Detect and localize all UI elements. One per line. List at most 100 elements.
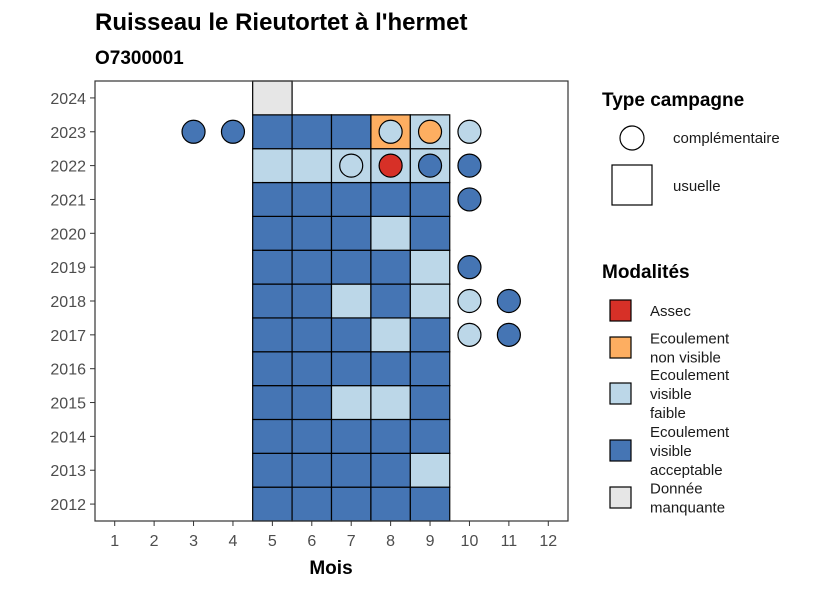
legend-swatch xyxy=(609,336,632,359)
x-tick-label: 8 xyxy=(386,533,395,550)
tile-usuelle-2012-8 xyxy=(370,486,411,522)
tile-usuelle-2018-9 xyxy=(409,283,451,319)
legend-swatch xyxy=(609,382,632,405)
tile-usuelle-2020-6 xyxy=(291,215,333,251)
tile-usuelle-2013-9 xyxy=(409,452,451,488)
legend-type-title: Type campagne xyxy=(602,90,744,111)
point-complementaire-2022-7 xyxy=(339,153,364,178)
tile-usuelle-2018-8 xyxy=(370,283,411,319)
tile-usuelle-2017-8 xyxy=(370,317,411,353)
point-complementaire-2022-10 xyxy=(457,153,482,178)
y-tick-label: 2024 xyxy=(50,91,86,108)
x-tick-label: 7 xyxy=(347,533,356,550)
chart-subtitle: O7300001 xyxy=(95,48,184,69)
legend-type-campagne: Type campagne complémentaire usuelle xyxy=(602,90,780,206)
x-tick-label: 6 xyxy=(307,533,316,550)
tile-usuelle-2015-7 xyxy=(330,385,372,421)
tile-usuelle-2015-9 xyxy=(409,385,451,421)
tile-usuelle-2016-6 xyxy=(291,351,333,387)
y-tick-label: 2014 xyxy=(50,429,86,446)
x-tick-label: 5 xyxy=(268,533,277,550)
tile-usuelle-2024-5 xyxy=(252,80,293,116)
x-tick-label: 10 xyxy=(461,533,479,550)
chart-title: Ruisseau le Rieutortet à l'hermet xyxy=(95,9,467,36)
tile-usuelle-2023-5 xyxy=(252,114,293,150)
tile-usuelle-2015-5 xyxy=(252,385,293,421)
y-tick-label: 2015 xyxy=(50,396,86,413)
tile-usuelle-2015-6 xyxy=(291,385,333,421)
legend-label: Donnée xyxy=(650,481,703,498)
tile-usuelle-2022-6 xyxy=(291,148,333,184)
tile-usuelle-2018-5 xyxy=(252,283,293,319)
x-axis: 1 2 3 4 5 6 7 8 9 10 11 12 xyxy=(110,521,557,550)
tile-usuelle-2021-5 xyxy=(252,181,293,217)
y-tick-label: 2022 xyxy=(50,159,86,176)
x-tick-label: 12 xyxy=(539,533,557,550)
legend-swatch xyxy=(609,299,632,322)
tile-usuelle-2020-9 xyxy=(409,215,451,251)
tile-usuelle-2018-7 xyxy=(330,283,372,319)
tile-usuelle-2019-9 xyxy=(409,249,451,285)
point-complementaire-2022-9 xyxy=(417,153,443,178)
tile-usuelle-2022-5 xyxy=(252,148,293,184)
tile-usuelle-2021-9 xyxy=(409,181,451,217)
y-tick-label: 2020 xyxy=(50,226,86,243)
x-tick-label: 9 xyxy=(426,533,435,550)
tile-usuelle-2014-7 xyxy=(330,418,372,454)
legend-label: visible xyxy=(650,443,692,460)
tile-usuelle-2021-7 xyxy=(330,181,372,217)
point-complementaire-2022-8 xyxy=(378,153,403,178)
y-tick-label: 2013 xyxy=(50,463,86,480)
y-tick-label: 2018 xyxy=(50,294,86,311)
tile-usuelle-2020-5 xyxy=(252,215,293,251)
y-axis: 2012 2013 2014 2015 2016 2017 2018 2019 2020 2021… xyxy=(50,91,95,514)
tile-usuelle-2023-7 xyxy=(330,114,372,150)
x-axis-title: Mois xyxy=(309,558,352,579)
point-complementaire-2019-10 xyxy=(457,255,482,280)
y-tick-label: 2023 xyxy=(50,125,86,142)
x-tick-label: 3 xyxy=(189,533,198,550)
legend-label: Ecoulement xyxy=(650,424,730,441)
tile-usuelle-2020-7 xyxy=(330,215,372,251)
legend-square-swatch xyxy=(611,164,653,206)
tile-usuelle-2014-8 xyxy=(370,418,411,454)
tile-usuelle-2013-5 xyxy=(252,452,293,488)
tile-usuelle-2016-8 xyxy=(370,351,411,387)
plot-area xyxy=(94,80,569,522)
legend-label: acceptable xyxy=(650,462,723,479)
tile-usuelle-2017-9 xyxy=(409,317,451,353)
tile-usuelle-2021-8 xyxy=(370,181,411,217)
point-complementaire-2023-9 xyxy=(417,119,443,144)
legend-label: Ecoulement xyxy=(650,331,730,348)
y-tick-label: 2017 xyxy=(50,328,86,345)
legend-label: visible xyxy=(650,386,692,403)
point-complementaire-2023-10 xyxy=(457,119,482,144)
legend-modalites-title: Modalités xyxy=(602,262,690,283)
point-complementaire-2017-11 xyxy=(496,322,521,347)
tile-usuelle-2013-7 xyxy=(330,452,372,488)
legend-type-label-usuelle: usuelle xyxy=(673,178,721,195)
tile-usuelle-2020-8 xyxy=(370,215,411,251)
legend-circle-swatch xyxy=(619,125,645,151)
tile-usuelle-2014-6 xyxy=(291,418,333,454)
tile-usuelle-2015-8 xyxy=(370,385,411,421)
tile-usuelle-2019-5 xyxy=(252,249,293,285)
tile-usuelle-2012-9 xyxy=(409,486,451,522)
legend-swatch xyxy=(609,486,632,509)
x-tick-label: 1 xyxy=(110,533,119,550)
tile-usuelle-2021-6 xyxy=(291,181,333,217)
tile-usuelle-2012-6 xyxy=(291,486,333,522)
y-tick-label: 2019 xyxy=(50,260,86,277)
tile-usuelle-2013-8 xyxy=(370,452,411,488)
point-complementaire-2023-3 xyxy=(181,119,206,144)
x-tick-label: 2 xyxy=(150,533,159,550)
legend-label: faible xyxy=(650,405,686,422)
legend-swatch xyxy=(609,439,632,462)
x-tick-label: 4 xyxy=(229,533,238,550)
point-complementaire-2018-10 xyxy=(457,288,482,314)
tile-usuelle-2016-9 xyxy=(409,351,451,387)
tile-usuelle-2017-6 xyxy=(291,317,333,353)
y-tick-label: 2012 xyxy=(50,497,86,514)
tile-usuelle-2014-9 xyxy=(409,418,451,454)
